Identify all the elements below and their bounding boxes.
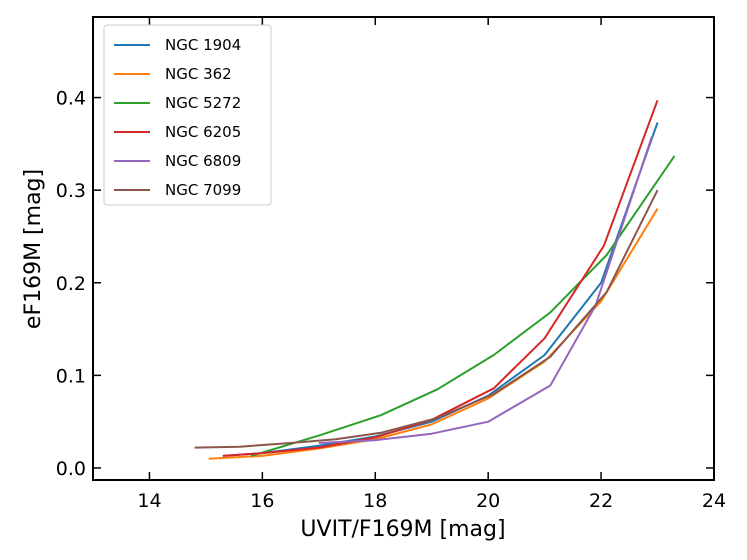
legend-label: NGC 6205 <box>165 123 241 141</box>
series-line-ngc-5272 <box>250 155 676 457</box>
x-tick-label: 14 <box>137 490 161 512</box>
legend-label: NGC 362 <box>165 65 232 83</box>
y-tick-label: 0.4 <box>56 88 86 110</box>
x-tick-label: 18 <box>363 490 387 512</box>
y-ticks: 0.0 0.1 0.2 0.3 0.4 <box>56 88 714 480</box>
legend-label: NGC 6809 <box>165 152 241 170</box>
x-tick-label: 24 <box>702 490 726 512</box>
series-line-ngc-7099 <box>194 189 659 449</box>
y-tick-label: 0.3 <box>56 180 86 202</box>
y-tick-label: 0.1 <box>56 365 86 387</box>
y-axis-label: eF169M [mag] <box>21 169 46 329</box>
y-tick-label: 0.2 <box>56 273 86 295</box>
legend-entries: NGC 1904 NGC 362 NGC 5272 NGC 6205 NGC 6809 N… <box>114 36 241 199</box>
legend: NGC 1904 NGC 362 NGC 5272 NGC 6205 NGC 6809 N… <box>103 24 272 206</box>
y-tick-label: 0.0 <box>56 458 86 480</box>
x-tick-label: 16 <box>250 490 274 512</box>
plot-lines <box>194 99 676 460</box>
x-tick-label: 20 <box>476 490 500 512</box>
legend-label: NGC 5272 <box>165 94 241 112</box>
legend-label: NGC 1904 <box>165 36 241 54</box>
x-tick-label: 22 <box>589 490 613 512</box>
x-ticks: 14 16 18 20 22 24 <box>137 17 726 512</box>
x-axis-label: UVIT/F169M [mag] <box>300 517 505 542</box>
legend-label: NGC 7099 <box>165 181 241 199</box>
plot-frame <box>92 16 715 481</box>
